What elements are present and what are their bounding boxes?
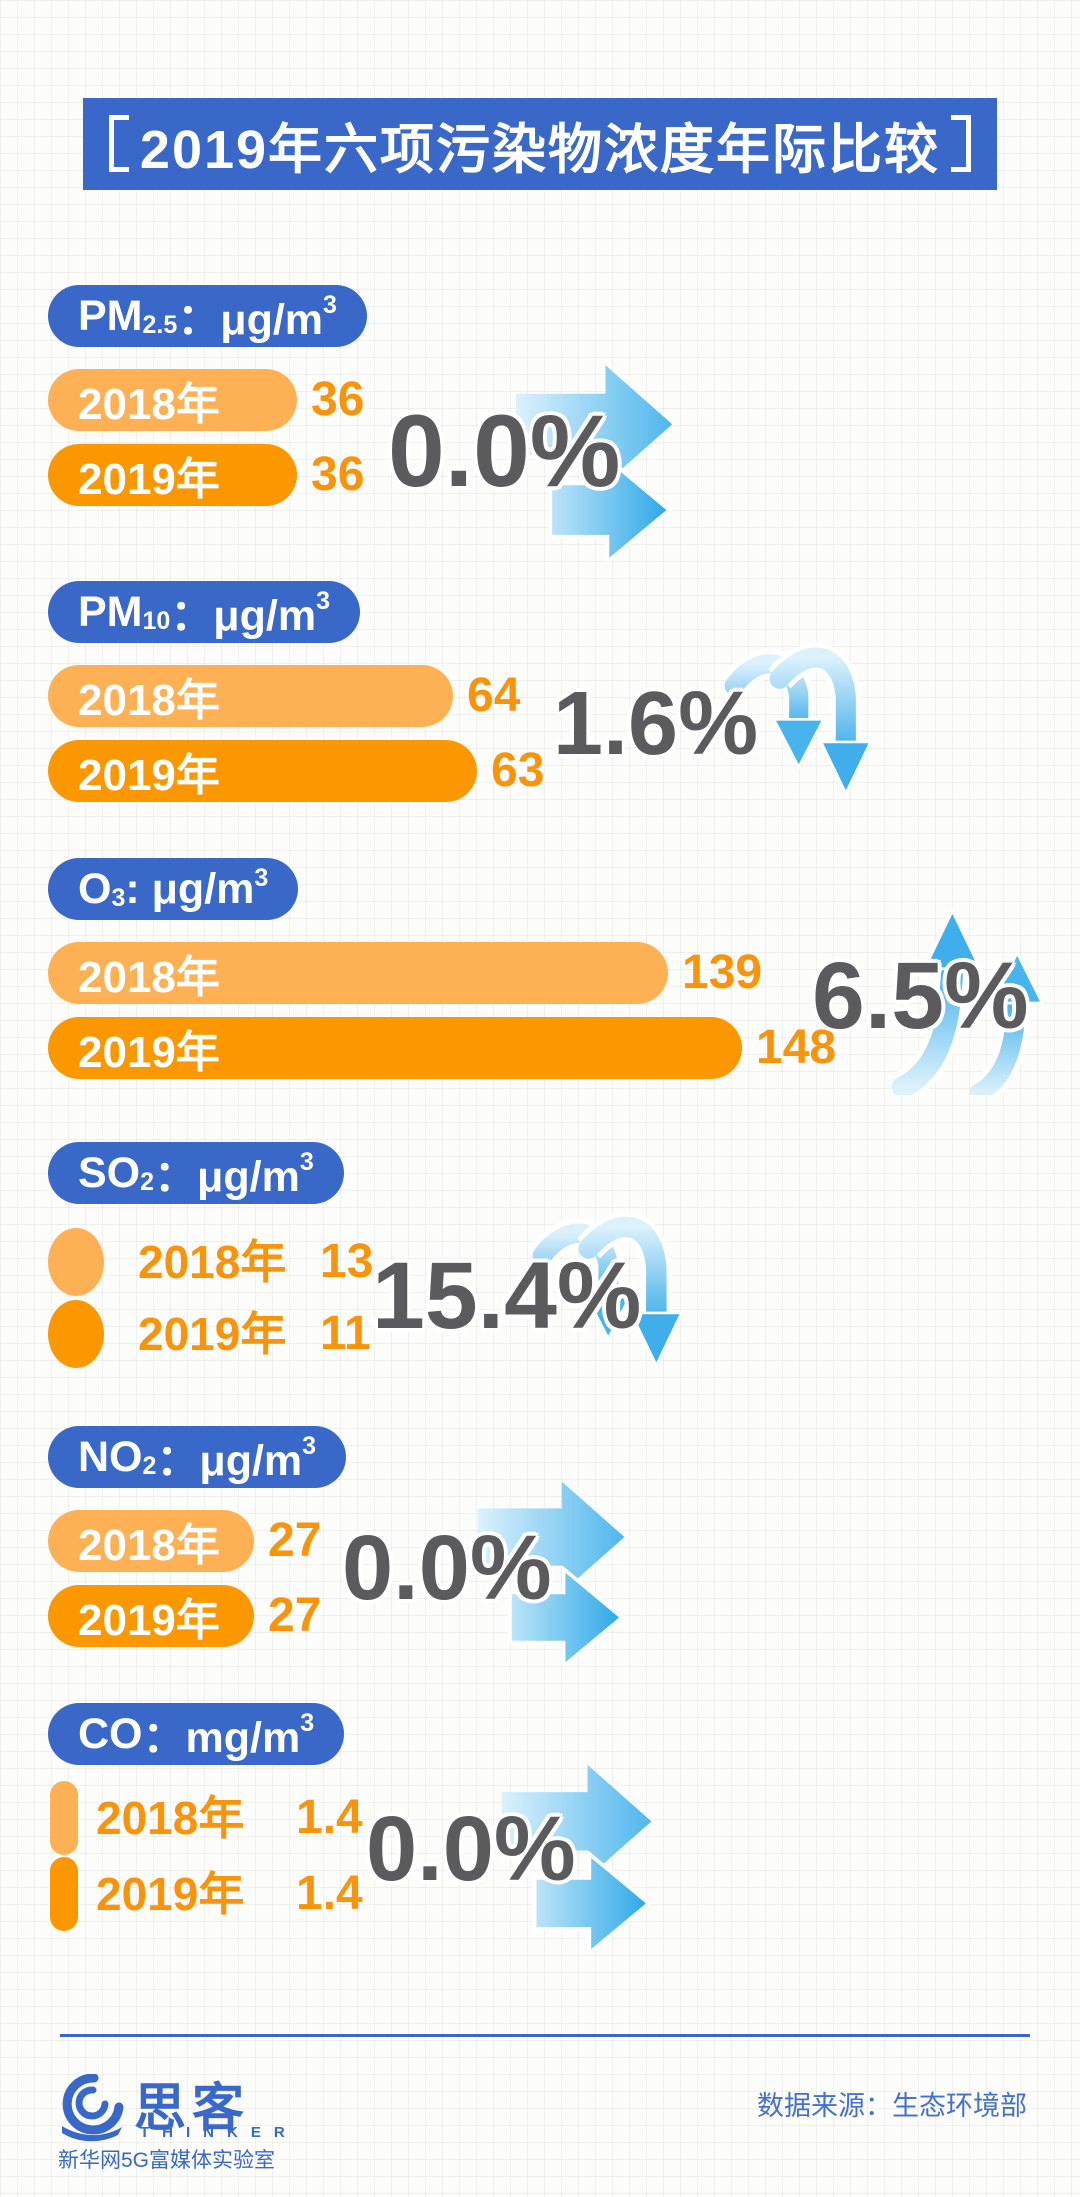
bar-2019: 2019年	[48, 740, 477, 802]
year-label: 2019年	[78, 751, 220, 800]
row-2019: 2019年 11	[0, 1300, 1080, 1368]
year-label: 2019年	[78, 1596, 220, 1645]
row-2019: 2019年 27	[0, 1585, 1080, 1647]
pollutant-label-so2: SO 2 ：μg/m 3	[48, 1142, 344, 1204]
left-bracket-icon	[109, 115, 129, 172]
value-2018: 64	[467, 669, 521, 722]
thinker-logo-icon	[62, 2074, 124, 2142]
bar-2018: 2018年	[48, 1510, 254, 1572]
value-2019: 36	[311, 448, 365, 501]
year-label: 2018年	[78, 1521, 220, 1570]
year-label: 2018年	[78, 380, 220, 429]
section-pm10: PM 10 ：μg/m 3 2018年 64 2019年 63 1.6%	[0, 581, 1080, 881]
value-2018: 13	[320, 1235, 374, 1288]
dot-2018	[48, 1228, 104, 1296]
lab-name: 新华网5G富媒体实验室	[58, 2149, 276, 2172]
year-label: 2018年	[78, 953, 220, 1002]
value-2018: 27	[268, 1514, 322, 1567]
bar-2018: 2018年	[48, 369, 297, 431]
change-percent: 15.4%	[372, 1243, 642, 1349]
change-percent: 0.0%	[342, 1517, 552, 1619]
change-percent: 1.6%	[553, 674, 759, 774]
row-2019: 2019年 63	[0, 740, 1080, 802]
stick-2018	[50, 1781, 78, 1855]
value-2019: 11	[320, 1307, 371, 1360]
value-2019: 63	[491, 744, 545, 797]
row-2018: 2018年 36	[0, 369, 1080, 431]
pollutant-label-pm25: PM 2.5 ：μg/m 3	[48, 285, 367, 347]
year-label: 2019年	[78, 455, 220, 504]
bar-2019: 2019年	[48, 1017, 742, 1079]
right-bracket-icon	[951, 115, 971, 172]
stick-2019	[50, 1857, 78, 1931]
value-2019: 148	[756, 1021, 837, 1074]
section-pm25: PM 2.5 ：μg/m 3 2018年 36 2019年 36 0.0%	[0, 285, 1080, 585]
brand-name: 思客	[134, 2080, 251, 2138]
brand-name-en: THINKER	[140, 2124, 298, 2141]
value-2018: 36	[311, 373, 365, 426]
bar-2018: 2018年	[48, 665, 453, 727]
change-percent: 0.0%	[366, 1798, 576, 1900]
title-banner: 2019年六项污染物浓度年际比较	[83, 98, 997, 190]
year-label: 2019年	[78, 1028, 220, 1077]
row-2018: 2018年 64	[0, 665, 1080, 727]
bar-2019: 2019年	[48, 444, 297, 506]
footer-divider	[60, 2034, 1030, 2037]
year-label: 2018年	[138, 1236, 287, 1288]
year-label: 2019年	[96, 1868, 245, 1920]
pollutant-label-pm10: PM 10 ：μg/m 3	[48, 581, 360, 643]
section-no2: NO 2 ：μg/m 3 2018年 27 2019年 27 0.0%	[0, 1426, 1080, 1726]
bar-2019: 2019年	[48, 1585, 254, 1647]
row-2019: 2019年 148	[0, 1017, 1080, 1079]
dot-2019	[48, 1300, 104, 1368]
row-2018: 2018年 27	[0, 1510, 1080, 1572]
pollutant-label-co: CO ：mg/m 3	[48, 1703, 345, 1765]
row-2018: 2018年 1.4	[0, 1781, 1080, 1855]
value-2019: 1.4	[296, 1867, 363, 1920]
value-2018: 139	[682, 946, 763, 999]
section-co: CO ：mg/m 3 2018年 1.4 2019年 1.4 0.0%	[0, 1703, 1080, 2003]
year-label: 2019年	[138, 1308, 287, 1360]
value-2018: 1.4	[296, 1791, 363, 1844]
row-2018: 2018年 13	[0, 1228, 1080, 1296]
page-title: 2019年六项污染物浓度年际比较	[139, 119, 941, 180]
row-2019: 2019年 36	[0, 444, 1080, 506]
data-source: 数据来源：生态环境部	[757, 2091, 1027, 2121]
value-2019: 27	[268, 1589, 322, 1642]
change-percent: 0.0%	[388, 394, 621, 508]
year-label: 2018年	[78, 676, 220, 725]
change-percent: 6.5%	[812, 943, 1029, 1049]
row-2019: 2019年 1.4	[0, 1857, 1080, 1931]
pollutant-label-no2: NO 2 ：μg/m 3	[48, 1426, 347, 1488]
section-so2: SO 2 ：μg/m 3 2018年 13 2019年 11 15.4%	[0, 1142, 1080, 1442]
year-label: 2018年	[96, 1792, 245, 1844]
row-2018: 2018年 139	[0, 942, 1080, 1004]
bar-2018: 2018年	[48, 942, 668, 1004]
